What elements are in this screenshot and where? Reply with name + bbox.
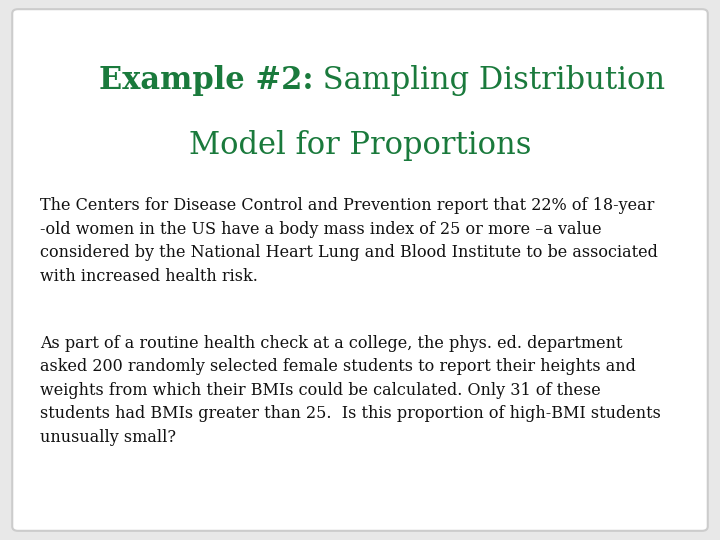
Text: Example #2: Sampling Distribution: Example #2: Sampling Distribution — [84, 65, 636, 96]
Text: The Centers for Disease Control and Prevention report that 22% of 18-year
-old w: The Centers for Disease Control and Prev… — [40, 197, 657, 285]
Text: Model for Proportions: Model for Proportions — [189, 130, 531, 160]
Text: As part of a routine health check at a college, the phys. ed. department
asked 2: As part of a routine health check at a c… — [40, 335, 660, 446]
Text: Example #2:: Example #2: — [99, 65, 313, 96]
Text: Sampling Distribution: Sampling Distribution — [313, 65, 665, 96]
